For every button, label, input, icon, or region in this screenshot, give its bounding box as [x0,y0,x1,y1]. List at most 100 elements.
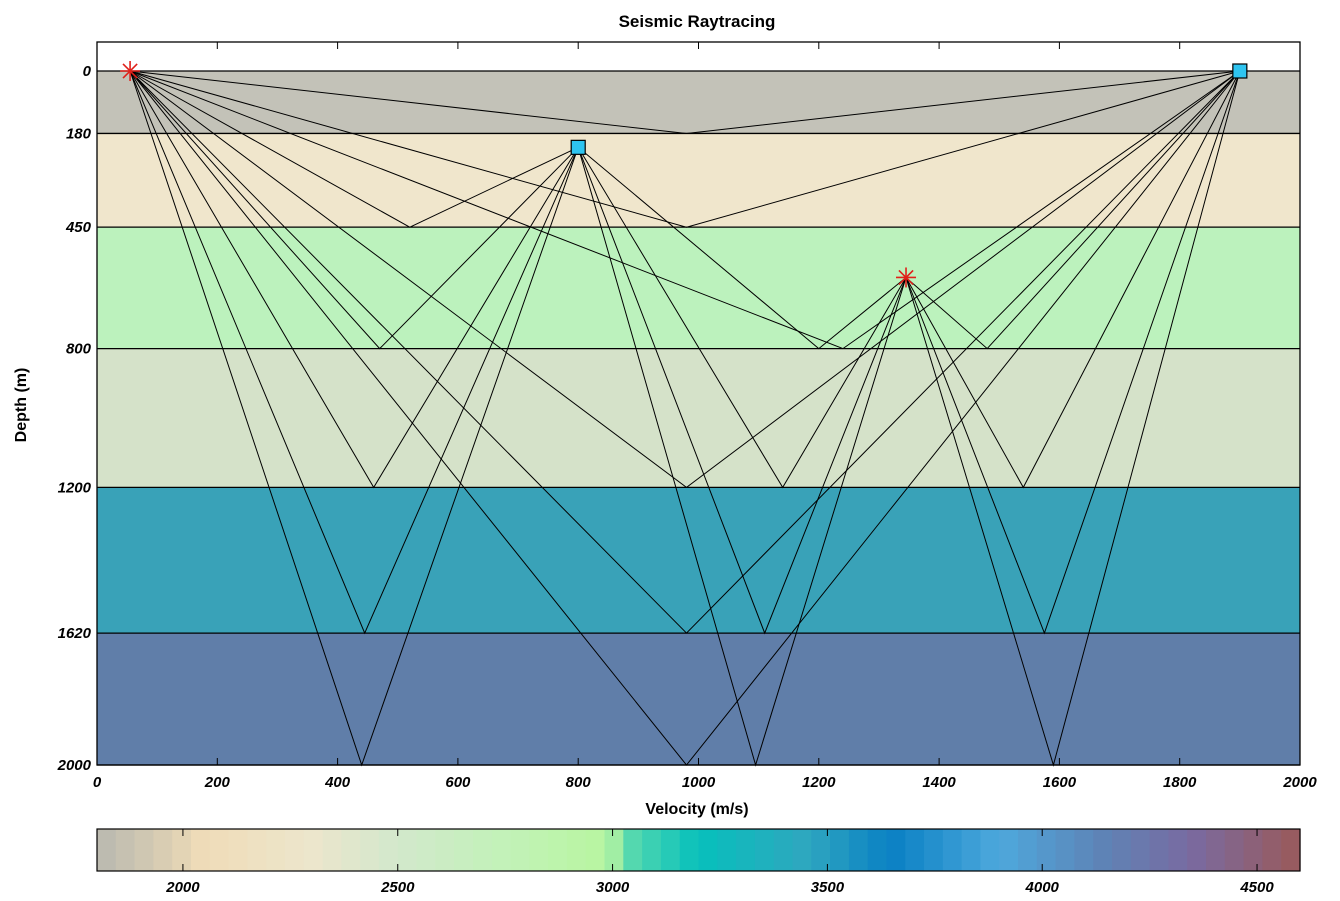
colorbar-swatch [792,829,812,871]
colorbar-tick-label: 4500 [1239,879,1274,896]
colorbar-swatch [811,829,831,871]
colorbar-swatch [773,829,794,871]
colorbar-swatch [472,829,493,871]
y-tick-label: 180 [66,125,92,142]
x-tick-label: 1400 [922,774,956,791]
colorbar-swatch [510,829,530,871]
colorbar-swatch [190,829,211,871]
colorbar-swatch [284,829,305,871]
colorbar-frame [96,828,1301,872]
layer-3 [97,227,1300,349]
x-axis-label: Velocity (m/s) [645,801,748,818]
ray-path [577,146,907,350]
ray-path [129,70,579,350]
colorbar-swatch [736,829,756,871]
colorbar-swatch [1149,829,1170,871]
colorbar-swatch [134,829,154,871]
ray-path [129,70,1241,634]
layer-1 [97,71,1300,134]
layer-2 [97,133,1300,228]
colorbar-swatch [867,829,888,871]
x-tick-label: 2000 [1282,774,1317,791]
source-star-icon [120,61,141,81]
colorbar-swatch [1018,829,1038,871]
source-star-stroke [898,269,914,286]
colorbar-swatch [97,829,117,871]
colorbar-swatch [1243,829,1264,871]
colorbar-swatch [623,829,643,871]
ray-path [905,70,1241,489]
colorbar-swatch [961,829,982,871]
plot-axes: 0 200 400 600 800 1000 1200 1400 1600 1800 2000018… [57,41,1317,791]
colorbar-tick-label: 4000 [1025,879,1060,896]
colorbar-swatch [360,829,380,871]
colorbar-tick-label: 3500 [811,879,845,896]
x-tick-label: 400 [324,774,351,791]
colorbar-swatch [1262,829,1282,871]
y-tick-label: 2000 [57,757,92,774]
x-tick-label: 800 [566,774,592,791]
colorbar-swatch [172,829,192,871]
colorbar-swatch [247,829,267,871]
receiver-square-icon [570,139,586,155]
y-tick-label: 450 [65,219,92,236]
y-axis-label: Depth (m) [13,368,30,443]
x-tick-label: 200 [204,774,231,791]
colorbar-swatch [848,829,869,871]
colorbar-swatch [566,829,587,871]
layer-4 [97,348,1300,488]
ray-path [129,70,579,489]
x-tick-label: 1000 [682,774,716,791]
ray-path [577,147,907,635]
colorbar-swatch [153,829,173,871]
colorbar-swatch [1055,829,1076,871]
colorbar-swatch [228,829,248,871]
colorbar-swatch [585,829,606,871]
ray-path [129,70,1240,228]
colorbar-swatch [416,829,436,871]
colorbar-swatch [999,829,1019,871]
colorbar-swatch [1112,829,1132,871]
colorbar-swatch [1168,829,1188,871]
colorbar-swatch [1074,829,1094,871]
colorbar-swatch [303,829,324,871]
colorbar-swatch [435,829,455,871]
colorbar-swatch [905,829,925,871]
x-tick-label: 1600 [1043,774,1077,791]
colorbar-swatch [660,829,681,871]
colorbar-tick-label: 3000 [596,879,630,896]
y-tick-label: 0 [83,63,92,80]
colorbar-swatch [1281,829,1301,871]
layer-5 [97,487,1300,634]
colorbar-swatch [924,829,944,871]
colorbar-swatch [529,829,549,871]
colorbar: 2000 2500 3000 3500 4000 4500 [96,828,1301,896]
colorbar-swatch [1093,829,1113,871]
colorbar-swatch [604,829,624,871]
colorbar-swatch [548,829,568,871]
x-tick-label: 1200 [802,774,836,791]
y-tick-label: 800 [66,341,92,358]
y-tick-label: 1620 [58,625,92,642]
colorbar-swatch [454,829,474,871]
colorbar-swatch [754,829,775,871]
colorbar-swatch [378,829,399,871]
colorbar-swatch [115,829,136,871]
ray-path [129,70,579,635]
x-tick-label: 1800 [1163,774,1197,791]
ray-path [905,70,1241,635]
colorbar-swatch [209,829,230,871]
colorbar-tick-label: 2500 [380,879,415,896]
receiver-square-icon [1232,63,1248,79]
colorbar-swatch [1224,829,1245,871]
colorbar-swatch [341,829,361,871]
ray-path [129,70,579,228]
colorbar-swatch [266,829,286,871]
colorbar-swatch [886,829,906,871]
colorbar-swatch [1206,829,1226,871]
y-tick-label: 1200 [58,479,92,496]
colorbar-swatch [322,829,342,871]
ray-path [129,70,1241,489]
colorbar-swatch [942,829,963,871]
